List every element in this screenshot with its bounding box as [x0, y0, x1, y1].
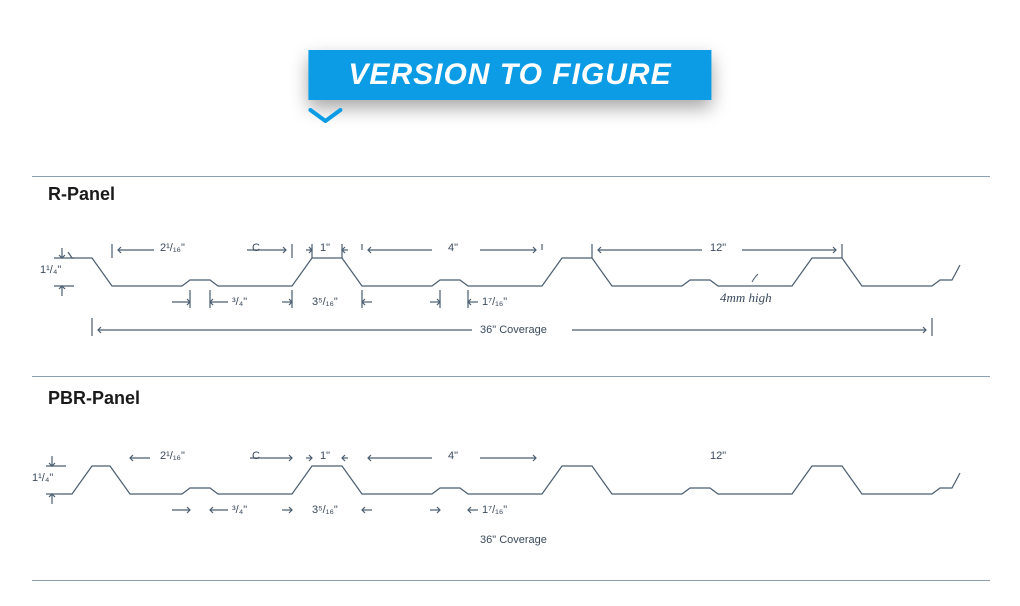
p1-c: C — [252, 242, 260, 254]
banner-arrow-icon — [308, 108, 711, 124]
panel2-title: PBR-Panel — [48, 388, 140, 409]
rule-line-3 — [32, 580, 990, 581]
pbr-panel-profile — [32, 416, 990, 576]
p2-coverage: 36" Coverage — [480, 534, 547, 546]
p1-height: 1¹/₄" — [40, 264, 61, 276]
p1-rib-base: 3⁵/₁₆" — [312, 296, 338, 308]
p2-rib-base: 3⁵/₁₆" — [312, 504, 338, 516]
rule-line — [32, 176, 990, 177]
p2-height: 1¹/₄" — [32, 472, 53, 484]
banner-text: VERSION TO FIGURE — [308, 50, 711, 100]
p2-c: C — [252, 450, 260, 462]
title-banner: VERSION TO FIGURE — [308, 50, 711, 124]
p1-pitch: 12" — [710, 242, 726, 254]
p1-mid-rib: 1⁷/₁₆" — [482, 296, 507, 308]
p1-handnote: 4mm high — [720, 290, 772, 306]
p2-small-rib: ³/₄" — [232, 504, 247, 516]
p2-pitch: 12" — [710, 450, 726, 462]
p2-rib-top: 2¹/₁₆" — [160, 450, 185, 462]
p1-coverage: 36" Coverage — [480, 324, 547, 336]
p2-mid-rib: 1⁷/₁₆" — [482, 504, 507, 516]
p1-gap-top: 4" — [448, 242, 458, 254]
p1-small-rib: ³/₄" — [232, 296, 247, 308]
p1-rib-top: 2¹/₁₆" — [160, 242, 185, 254]
rule-line-2 — [32, 376, 990, 377]
r-panel-profile — [32, 208, 990, 368]
p2-gap-top: 4" — [448, 450, 458, 462]
panel1-title: R-Panel — [48, 184, 115, 205]
p2-mid-top: 1" — [320, 450, 330, 462]
p1-mid-top: 1" — [320, 242, 330, 254]
